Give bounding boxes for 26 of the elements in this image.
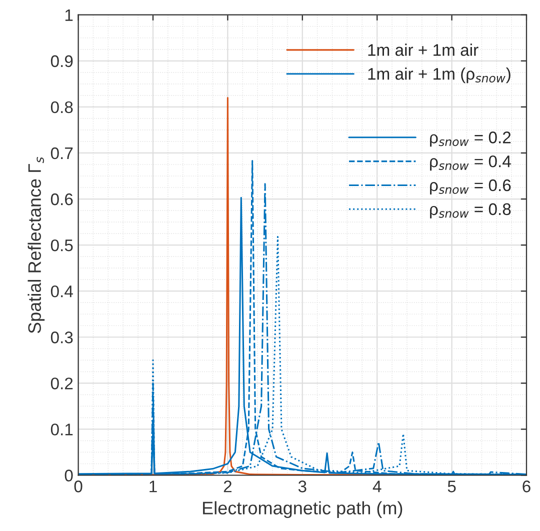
y-axis-title: Spatial Reflectance Γ$_{s}$ [28,156,45,334]
x-tick-label: 2 [224,480,232,492]
y-tick-label: 0.9 [50,55,73,68]
y-tick-label: 0.2 [50,378,73,390]
legend-label: ρ$_{snow}$ = 0.6 [430,179,511,194]
y-tick-label: 1 [65,9,73,21]
y-tick-label: 0.4 [50,285,73,298]
y-tick-label: 0.5 [50,239,73,252]
x-tick-label: 3 [298,480,306,492]
y-tick-label: 0.8 [50,101,73,114]
legend-title: 1m air + 1m (ρ$_{snow}$) [368,68,510,84]
y-tick-label: 0.7 [50,147,73,160]
x-tick-label: 5 [448,480,456,492]
x-tick-label: 6 [522,480,530,492]
x-tick-label: 1 [150,480,157,492]
x-tick-label: 0 [74,480,82,492]
legend-label: 1m air + 1m air [368,44,478,56]
y-tick-label: 0.1 [50,424,73,436]
y-tick-label: 0.6 [50,193,73,206]
legend-label: ρ$_{snow}$ = 0.4 [430,155,511,171]
y-tick-label: 0.3 [50,332,73,344]
x-axis-title: Electromagnetic path (m) [203,501,402,518]
legend-label: ρ$_{snow}$ = 0.8 [430,203,511,218]
legend-label: ρ$_{snow}$ = 0.2 [430,132,511,147]
x-tick-label: 4 [372,480,382,492]
y-tick-label: 0 [64,470,73,482]
